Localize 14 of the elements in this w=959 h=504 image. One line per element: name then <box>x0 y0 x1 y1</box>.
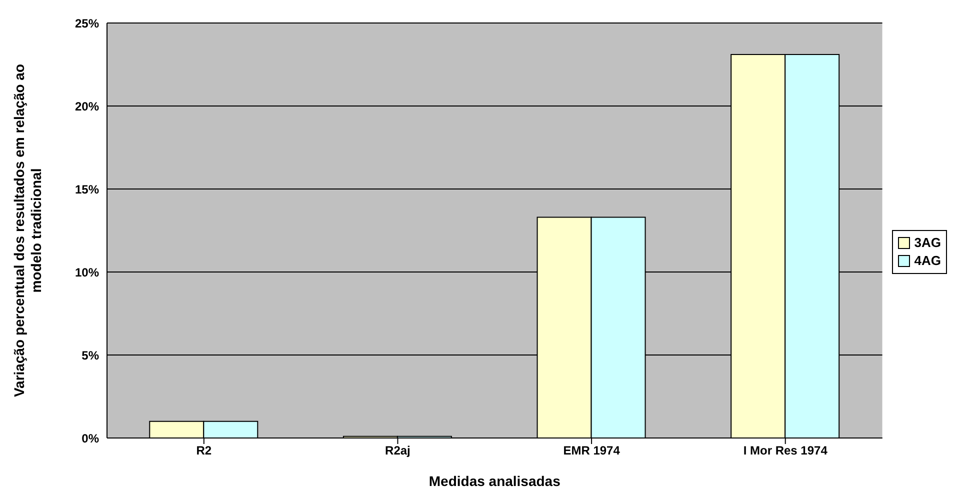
legend-label: 3AG <box>914 234 941 252</box>
legend-label: 4AG <box>914 252 941 270</box>
x-tick-label: I Mor Res 1974 <box>743 444 828 458</box>
x-tick-label: R2 <box>196 444 212 458</box>
y-tick-label: 20% <box>74 99 100 114</box>
y-tick-label: 5% <box>82 348 100 362</box>
y-tick-label: 10% <box>74 265 100 280</box>
y-tick-label: 15% <box>74 182 100 196</box>
y-axis-title: Variação percentual dos resultados em relação ao modelo tradicional <box>11 64 44 398</box>
x-tick-label: R2aj <box>385 444 410 458</box>
x-tick-label: EMR 1974 <box>563 444 620 458</box>
y-tick-label: 25% <box>74 16 100 30</box>
x-axis-title: Medidas analisadas <box>428 472 561 489</box>
y-tick-label: 0% <box>82 431 100 446</box>
